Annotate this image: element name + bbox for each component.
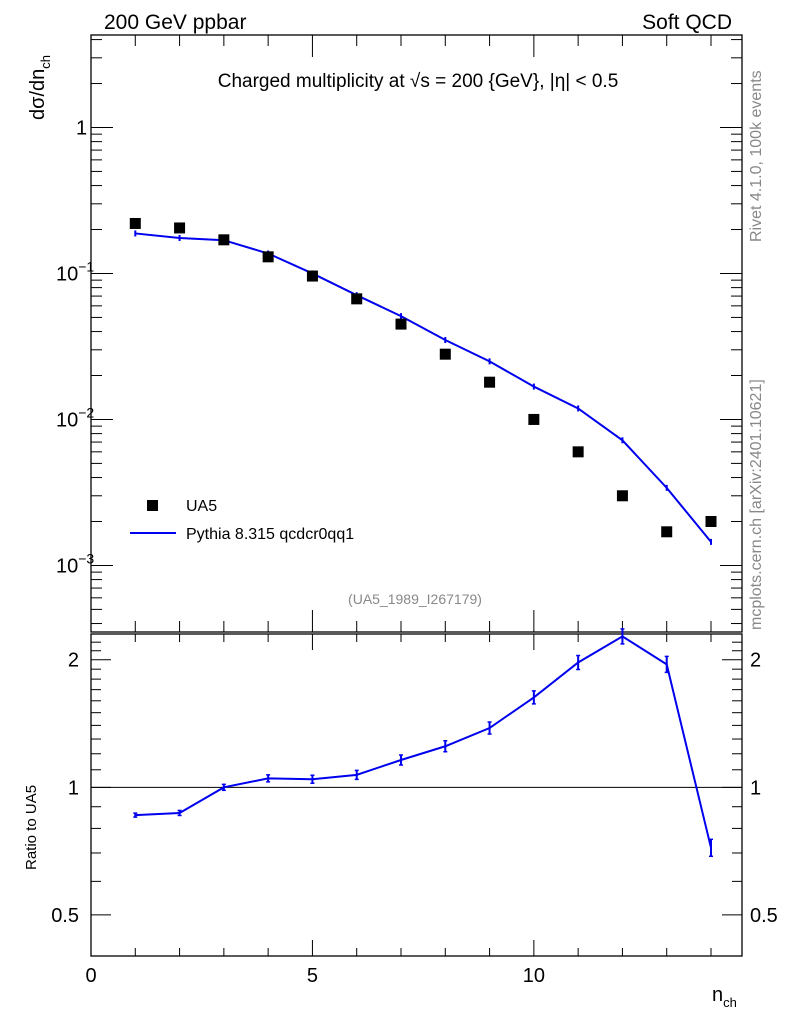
ratio-y-tick-labels: 0.5 0.5 1 1 2 2 bbox=[51, 650, 778, 927]
ua5-data-point bbox=[218, 234, 230, 246]
legend-ua5-marker bbox=[147, 500, 158, 511]
ratio-y-tick-label-right: 0.5 bbox=[750, 905, 778, 927]
x-tick-labels: 0 5 10 bbox=[85, 965, 545, 987]
ua5-data-point bbox=[129, 217, 141, 229]
y-tick-label: 10−3 bbox=[56, 550, 94, 577]
y-axis-label-main: dσ/dn bbox=[27, 69, 49, 120]
ratio-y-axis-label: Ratio to UA5 bbox=[23, 785, 40, 870]
ratio-plot-frame bbox=[90, 633, 743, 957]
x-axis-label-main: n bbox=[712, 984, 723, 1006]
ratio-series bbox=[133, 628, 713, 858]
ratio-y-tick-label-right: 2 bbox=[750, 650, 761, 672]
svg-text:dσ/dnch: dσ/dnch bbox=[27, 55, 53, 120]
x-tick-label: 5 bbox=[307, 965, 318, 987]
ratio-y-tick-label: 0.5 bbox=[51, 905, 79, 927]
ua5-data-point bbox=[484, 376, 496, 388]
ua5-data-point bbox=[528, 413, 540, 425]
legend-pythia-label: Pythia 8.315 qcdcr0qq1 bbox=[186, 526, 354, 543]
ratio-y-tick-label-right: 1 bbox=[750, 777, 761, 799]
ua5-data-point bbox=[174, 222, 186, 234]
y-axis-label-sub: ch bbox=[38, 55, 53, 69]
analysis-id: (UA5_1989_I267179) bbox=[348, 591, 482, 607]
legend: UA5 Pythia 8.315 qcdcr0qq1 bbox=[130, 498, 354, 543]
ratio-line bbox=[135, 635, 712, 849]
ua5-data-point bbox=[262, 251, 274, 263]
pythia-line bbox=[135, 232, 712, 543]
main-panel: 10−3 10−2 10−1 1 Charged multiplicity at √s… bbox=[27, 34, 743, 633]
chart-title: Charged multiplicity at √s = 200 {GeV}, … bbox=[218, 71, 619, 92]
y-tick-label: 1 bbox=[76, 117, 87, 139]
header-left: 200 GeV ppbar bbox=[104, 11, 246, 34]
ua5-data-point bbox=[705, 515, 717, 527]
ua5-data-point bbox=[661, 526, 673, 538]
header-right: Soft QCD bbox=[642, 11, 732, 34]
x-axis-label: nch bbox=[712, 984, 737, 1010]
main-x-ticks bbox=[90, 35, 712, 632]
ua5-data-point bbox=[616, 490, 628, 502]
ratio-x-ticks bbox=[90, 634, 712, 956]
ua5-data-point bbox=[439, 348, 451, 360]
x-tick-label: 10 bbox=[523, 965, 545, 987]
ua5-data-point bbox=[395, 318, 407, 330]
x-axis-label-sub: ch bbox=[723, 995, 737, 1010]
rivet-version-label: Rivet 4.1.0, 100k events bbox=[748, 70, 765, 242]
ua5-data-point bbox=[306, 270, 318, 282]
ua5-series bbox=[129, 217, 717, 538]
ratio-y-tick-label: 2 bbox=[68, 650, 79, 672]
ratio-y-ticks bbox=[91, 641, 742, 916]
mcplots-url-label: mcplots.cern.ch [arXiv:2401.10621] bbox=[748, 379, 765, 630]
legend-ua5-label: UA5 bbox=[186, 498, 217, 515]
y-axis-label: dσ/dnch bbox=[27, 55, 53, 120]
y-tick-label: 10−1 bbox=[56, 258, 94, 285]
x-tick-label: 0 bbox=[85, 965, 96, 987]
ratio-y-tick-label: 1 bbox=[68, 777, 79, 799]
main-y-tick-labels: 10−3 10−2 10−1 1 bbox=[56, 117, 94, 577]
main-y-ticks bbox=[91, 39, 742, 625]
y-tick-label: 10−2 bbox=[56, 404, 94, 431]
ratio-panel: 0.5 0.5 1 1 2 2 0 5 10 Ratio to UA5 nch bbox=[23, 628, 778, 1010]
ua5-data-point bbox=[351, 293, 363, 305]
main-plot-frame bbox=[90, 34, 743, 633]
ua5-data-point bbox=[572, 446, 584, 458]
